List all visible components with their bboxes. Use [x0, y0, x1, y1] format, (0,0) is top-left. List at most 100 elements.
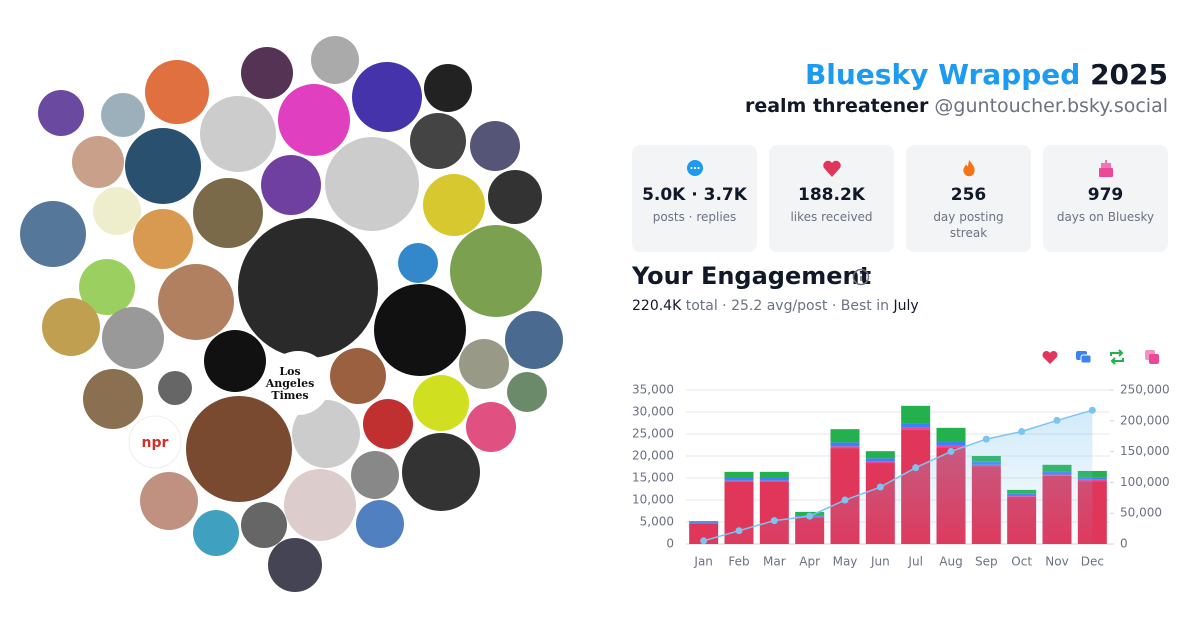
point [912, 464, 920, 472]
avatar [38, 90, 84, 136]
avatar [459, 339, 509, 389]
best-month: July [893, 298, 919, 314]
stat-card: 188.2K likes received [769, 145, 894, 252]
y2-tick-label: 150,000 [1120, 444, 1170, 458]
stat-card: 5.0K · 3.7K posts · replies [632, 145, 757, 252]
summary-text: total · 25.2 avg/post · Best in [685, 298, 889, 314]
avatar [158, 371, 192, 405]
avatar [42, 298, 100, 356]
avatar [374, 284, 466, 376]
legend-icon[interactable] [1076, 351, 1092, 364]
legend-icon[interactable] [1145, 350, 1159, 364]
point [1018, 428, 1026, 436]
avatar [79, 259, 135, 315]
y2-tick-label: 250,000 [1120, 383, 1170, 397]
display-name: realm threatener [744, 95, 929, 117]
area [703, 410, 1093, 544]
bar-segment [830, 442, 860, 447]
legend-icon[interactable] [1042, 350, 1058, 364]
logo-text: Times [271, 389, 308, 402]
stat-value: 188.2K [798, 185, 865, 205]
y-tick-label: 30,000 [632, 405, 674, 419]
bar-segment [936, 441, 966, 446]
bar-segment [689, 521, 719, 522]
bar-segment [724, 478, 754, 481]
bar-segment [901, 427, 931, 431]
avatar [241, 47, 293, 99]
y2-tick-label: 200,000 [1120, 413, 1170, 427]
avatar [268, 538, 322, 592]
bar-segment [901, 405, 931, 424]
y-tick-label: 15,000 [632, 471, 674, 485]
y2-tick-label: 50,000 [1120, 506, 1162, 520]
stat-icon [963, 160, 975, 177]
avatar [424, 64, 472, 112]
bar-segment [724, 471, 754, 478]
bar-segment [936, 445, 966, 448]
y-tick-label: 0 [666, 537, 674, 551]
x-tick-label: Apr [799, 555, 820, 569]
x-tick-label: Jul [907, 555, 922, 569]
user: realm threatener @guntoucher.bsky.social [745, 95, 1168, 117]
point [700, 537, 708, 545]
x-tick-label: Feb [728, 555, 749, 569]
avatar [193, 510, 239, 556]
avatar [72, 136, 124, 188]
bar-segment [830, 446, 860, 449]
bar-segment [865, 458, 895, 462]
avatar [102, 307, 164, 369]
avatar [83, 369, 143, 429]
x-tick-label: Dec [1081, 555, 1104, 569]
avatar [413, 375, 469, 431]
avatar [125, 128, 201, 204]
avatar [488, 170, 542, 224]
stat-icon [1099, 160, 1113, 177]
avatar [470, 121, 520, 171]
point [770, 517, 778, 525]
bar-segment [865, 461, 895, 464]
stat-icon [687, 160, 703, 176]
logo-text: npr [142, 435, 169, 451]
avatar [311, 36, 359, 84]
bar-segment [830, 429, 860, 443]
avatar [325, 137, 419, 231]
avatar [398, 243, 438, 283]
y-tick-label: 20,000 [632, 449, 674, 463]
avatar [507, 372, 547, 412]
year: 2025 [1090, 58, 1168, 91]
x-tick-label: Mar [763, 555, 786, 569]
point [1088, 406, 1096, 414]
avatar [186, 396, 292, 502]
bar-segment [759, 471, 789, 478]
avatar [204, 330, 266, 392]
line [703, 409, 1093, 542]
avatar [20, 201, 86, 267]
avatar [466, 402, 516, 452]
bar-segment [759, 480, 789, 482]
summary: 220.4K total · 25.2 avg/post · Best in J… [632, 298, 919, 314]
x-tick-label: Aug [939, 555, 962, 569]
logo-text: Los [279, 365, 300, 378]
bar-segment [865, 451, 895, 459]
point [1053, 416, 1061, 424]
avatar [140, 472, 198, 530]
stat-value: 256 [950, 185, 987, 205]
bar-segment [724, 480, 754, 482]
logo-text: Angeles [265, 377, 315, 390]
y2-tick-label: 0 [1120, 537, 1128, 551]
avatar [93, 187, 141, 235]
info-icon[interactable] [852, 268, 870, 286]
y-tick-label: 25,000 [632, 427, 674, 441]
avatar [261, 155, 321, 215]
avatar [284, 469, 356, 541]
y2-tick-label: 100,000 [1120, 475, 1170, 489]
point [841, 496, 849, 504]
avatar [423, 174, 485, 236]
avatar [241, 502, 287, 548]
point [806, 512, 814, 520]
legend-icon[interactable] [1110, 349, 1124, 365]
x-tick-label: Sep [975, 555, 998, 569]
avatar [200, 96, 276, 172]
y-tick-label: 10,000 [632, 493, 674, 507]
